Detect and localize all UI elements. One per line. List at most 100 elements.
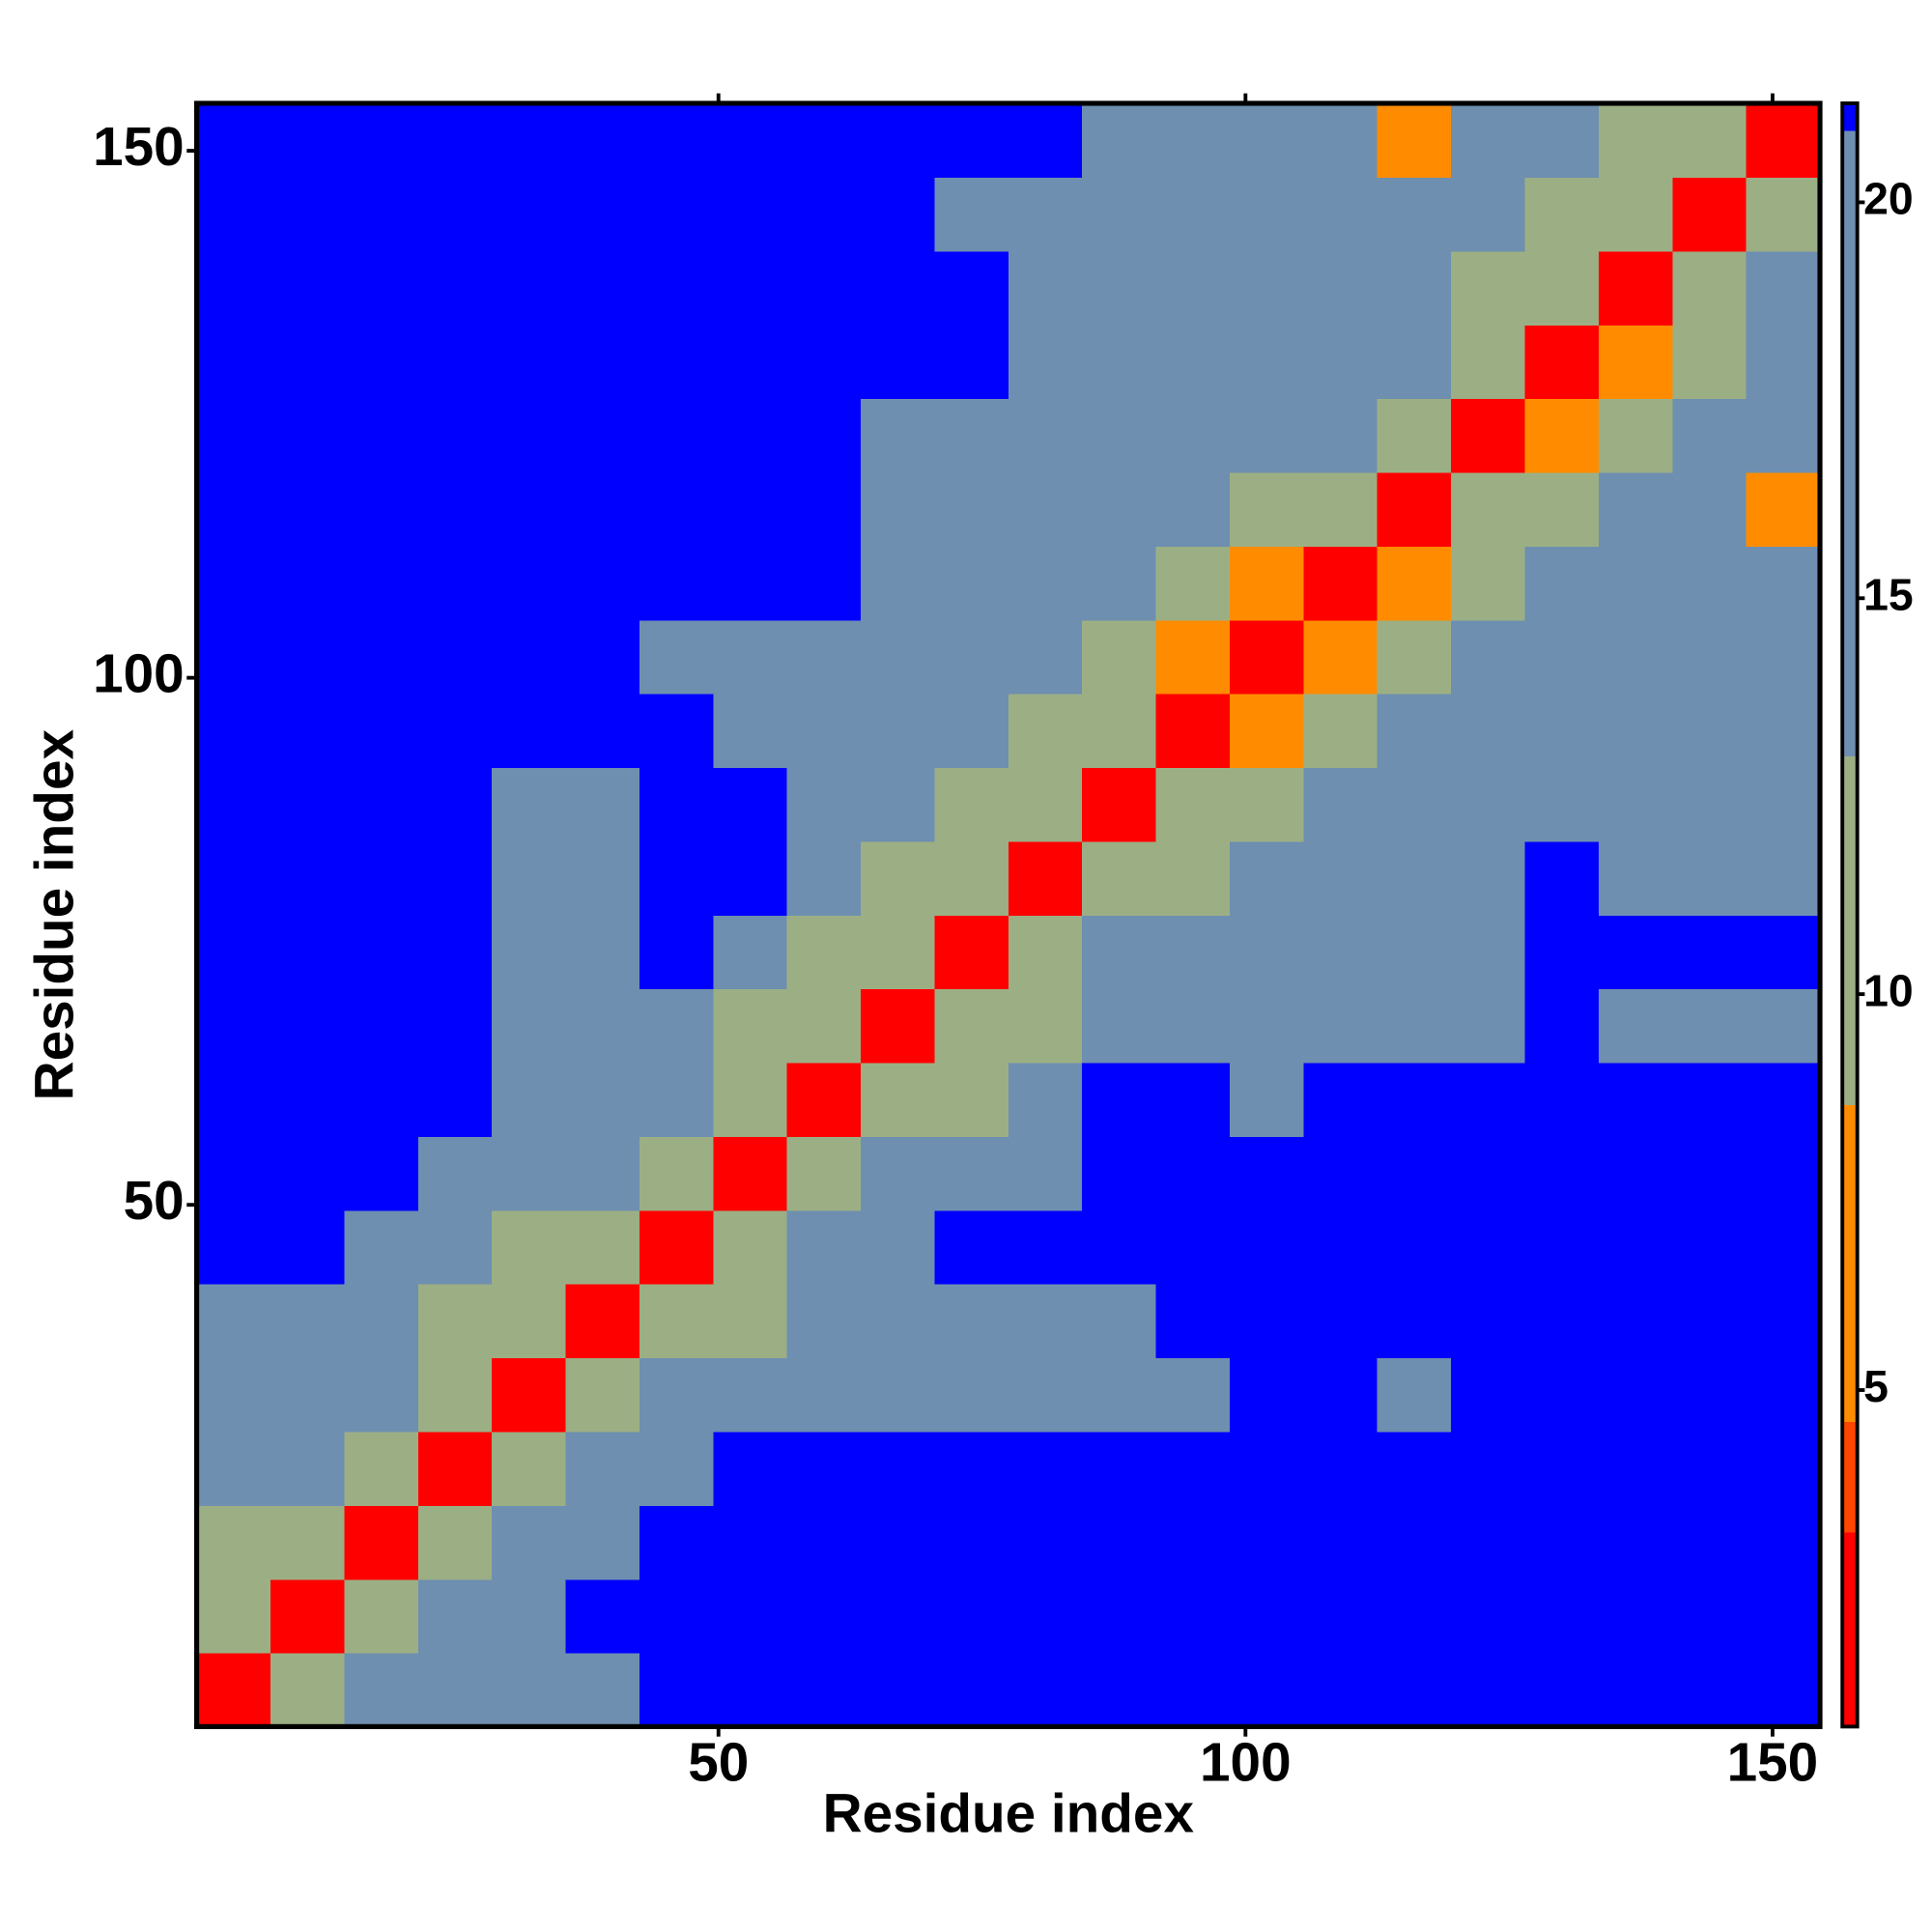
heat-cell	[565, 1136, 640, 1211]
heat-cell	[934, 177, 1009, 252]
heat-cell	[1524, 1431, 1600, 1506]
heat-cell	[565, 694, 640, 769]
heat-cell	[1082, 1209, 1157, 1285]
heat-cell	[1746, 1136, 1821, 1211]
heat-cell	[1155, 471, 1231, 547]
heat-cell	[492, 1652, 567, 1728]
heat-cell	[786, 915, 862, 990]
heat-cell	[713, 250, 788, 326]
heat-cell	[713, 915, 788, 990]
heat-cell	[1377, 1652, 1452, 1728]
heat-cell	[713, 1578, 788, 1654]
heat-cell	[861, 915, 936, 990]
heat-cell	[1303, 619, 1378, 695]
heat-cell	[1008, 988, 1083, 1064]
heat-cell	[1451, 177, 1526, 252]
heat-cell	[492, 546, 567, 621]
heat-cell	[344, 102, 419, 178]
heat-cell	[565, 1505, 640, 1580]
heat-cell	[196, 1284, 271, 1359]
heat-cell	[1672, 915, 1747, 990]
heat-cell	[1377, 1357, 1452, 1433]
heat-cell	[1229, 988, 1304, 1064]
heat-cell	[565, 1652, 640, 1728]
heat-cell	[713, 840, 788, 916]
heat-cell	[1524, 398, 1600, 473]
heat-cell	[861, 694, 936, 769]
heat-cell	[344, 1136, 419, 1211]
heat-cell	[1377, 988, 1452, 1064]
heat-cell	[417, 325, 493, 400]
heat-cell	[565, 1578, 640, 1654]
heat-cell	[270, 546, 346, 621]
heat-cell	[344, 1357, 419, 1433]
heat-cell	[196, 1652, 271, 1728]
heat-cell	[1008, 546, 1083, 621]
heat-cell	[1303, 694, 1378, 769]
heat-cell	[934, 471, 1009, 547]
heat-cell	[934, 1357, 1009, 1433]
heat-cell	[1082, 1062, 1157, 1137]
heat-cell	[1008, 1284, 1083, 1359]
heat-cell	[713, 1062, 788, 1137]
heat-cell	[1672, 102, 1747, 178]
heat-cell	[196, 915, 271, 990]
heat-cell	[861, 1357, 936, 1433]
heat-cell	[1229, 1284, 1304, 1359]
colorbar-band	[1842, 1421, 1858, 1533]
heat-cell	[270, 398, 346, 473]
heat-cell	[1008, 177, 1083, 252]
heat-cell	[196, 471, 271, 547]
heat-cell	[639, 915, 714, 990]
heat-cell	[417, 177, 493, 252]
heat-cell	[270, 1652, 346, 1728]
heat-cell	[417, 1209, 493, 1285]
heat-cell	[1672, 1431, 1747, 1506]
heat-cell	[1229, 102, 1304, 178]
heat-cell	[1746, 1209, 1821, 1285]
heat-cell	[1082, 1357, 1157, 1433]
heat-cell	[1082, 250, 1157, 326]
heat-cell	[492, 1136, 567, 1211]
heat-cell	[344, 1505, 419, 1580]
heat-cell	[196, 767, 271, 842]
heat-cell	[1229, 1652, 1304, 1728]
heat-cell	[1303, 325, 1378, 400]
heat-cell	[196, 619, 271, 695]
heat-cell	[270, 250, 346, 326]
heat-cell	[1746, 694, 1821, 769]
heat-cell	[1377, 1284, 1452, 1359]
heat-cell	[270, 1209, 346, 1285]
heat-cell	[270, 619, 346, 695]
heat-cell	[565, 619, 640, 695]
heat-cell	[1377, 1505, 1452, 1580]
heat-cell	[344, 840, 419, 916]
heat-cell	[565, 988, 640, 1064]
heat-cell	[1451, 1578, 1526, 1654]
heat-cell	[1229, 915, 1304, 990]
heat-cell	[1524, 1652, 1600, 1728]
heat-cell	[492, 1357, 567, 1433]
heat-cell	[344, 915, 419, 990]
heat-cell	[1303, 398, 1378, 473]
heat-cell	[1598, 325, 1673, 400]
heat-cell	[1377, 325, 1452, 400]
x-tick-label: 50	[688, 1733, 749, 1794]
heat-cell	[492, 1505, 567, 1580]
heat-cell	[861, 1578, 936, 1654]
heat-cell	[196, 1505, 271, 1580]
heat-cell	[417, 988, 493, 1064]
heat-cell	[713, 1136, 788, 1211]
heat-cell	[1598, 546, 1673, 621]
heat-cell	[1524, 250, 1600, 326]
heat-cell	[1746, 915, 1821, 990]
heat-cell	[270, 915, 346, 990]
heat-cell	[492, 840, 567, 916]
colorbar-tick-label: 20	[1863, 174, 1914, 224]
heat-cell	[1672, 767, 1747, 842]
heat-cell	[1303, 177, 1378, 252]
heat-cell	[565, 1357, 640, 1433]
plot-frame	[194, 100, 1823, 1729]
heat-cell	[196, 102, 271, 178]
